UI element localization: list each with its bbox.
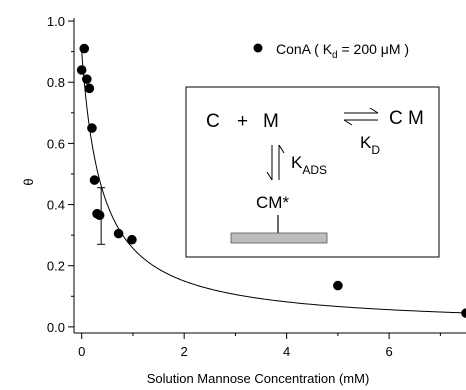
- data-point: [82, 74, 92, 84]
- legend-label-subscript: d: [332, 50, 338, 61]
- x-tick-label: 4: [283, 344, 290, 359]
- inset-box: [185, 86, 440, 258]
- data-point: [127, 234, 137, 245]
- x-tick-label: 0: [78, 344, 85, 359]
- y-tick-label: 0.2: [47, 259, 65, 274]
- ticks: [68, 20, 441, 339]
- inset-M: M: [263, 111, 279, 132]
- inset-KADS-sub: ADS: [302, 163, 327, 177]
- equilibrium-arrow-vertical: [266, 144, 285, 181]
- y-tick-label: 0.0: [47, 320, 65, 335]
- inset-KADS: KADS: [291, 153, 327, 177]
- legend: ConA ( Kd = 200 μM ): [253, 41, 409, 61]
- data-point: [89, 175, 100, 185]
- y-axis-label: θ: [21, 178, 36, 185]
- y-tick-label: 0.6: [47, 136, 65, 151]
- legend-label: ConA ( Kd = 200 μM ): [276, 41, 409, 61]
- y-tick-label: 0.4: [47, 198, 65, 213]
- legend-marker: [253, 43, 263, 53]
- inset-C: C: [206, 111, 220, 132]
- data-point: [94, 210, 105, 221]
- inset-CM: C M: [389, 108, 424, 129]
- y-tick-label: 1.0: [47, 14, 65, 29]
- x-tick-label: 2: [181, 344, 188, 359]
- y-tick-label: 0.8: [47, 75, 65, 90]
- inset-KD: KD: [360, 133, 380, 157]
- data-point: [113, 228, 124, 239]
- inset-KD-sub: D: [371, 143, 380, 157]
- legend-label-main: ConA ( K: [276, 41, 333, 57]
- inset-KADS-main: K: [291, 153, 303, 172]
- inset-plus: +: [237, 111, 248, 132]
- x-axis-label: Solution Mannose Concentration (mM): [147, 371, 370, 386]
- tick-labels: 0 2 4 6 0.0 0.2 0.4 0.6 0.8 1.0: [47, 14, 393, 359]
- inset-diagram: C + M C M KD KADS CM*: [185, 86, 440, 258]
- data-point: [461, 308, 466, 318]
- inset-KD-main: K: [360, 133, 372, 152]
- data-points: [76, 43, 466, 318]
- fit-curve: [81, 51, 466, 314]
- x-tick-label: 6: [386, 344, 393, 359]
- data-point: [333, 280, 343, 291]
- data-point: [87, 123, 97, 133]
- data-point: [79, 43, 90, 54]
- equilibrium-arrow-horizontal: [343, 107, 379, 126]
- inset-CM-star: CM*: [256, 193, 289, 212]
- inset-surface: [230, 232, 328, 244]
- data-point: [84, 83, 95, 94]
- legend-label-tail: = 200 μM ): [338, 41, 409, 57]
- data-point: [76, 65, 87, 75]
